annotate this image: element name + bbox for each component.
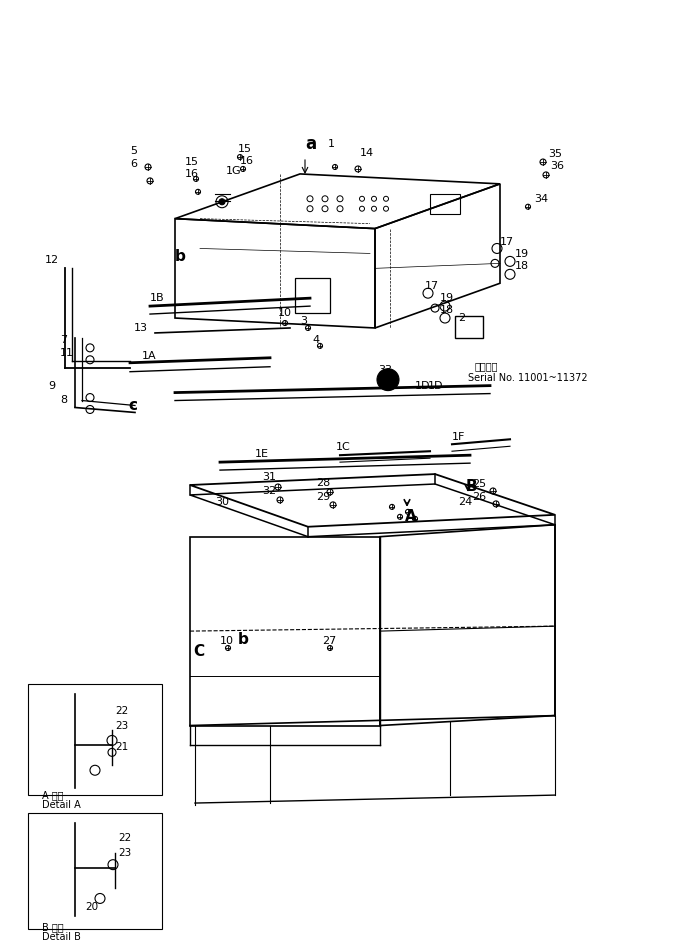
Circle shape [382, 374, 394, 385]
Text: B 詳細: B 詳細 [42, 922, 63, 933]
Text: 10: 10 [278, 308, 292, 318]
Text: 9: 9 [48, 381, 55, 391]
Text: 31: 31 [262, 472, 276, 482]
Text: 1B: 1B [150, 293, 164, 303]
Text: 12: 12 [45, 255, 59, 266]
Text: 18: 18 [440, 305, 454, 315]
Text: 1: 1 [328, 139, 335, 149]
Text: 通用号簿: 通用号簿 [475, 361, 499, 371]
Text: 28: 28 [316, 478, 330, 488]
Text: B: B [466, 479, 477, 495]
Text: 7: 7 [60, 335, 67, 345]
Text: 29: 29 [316, 492, 330, 502]
Text: 19: 19 [515, 250, 529, 259]
Text: 32: 32 [262, 486, 276, 496]
Circle shape [386, 378, 390, 382]
Text: 21: 21 [115, 742, 128, 753]
Bar [430, 194, 460, 214]
Text: 11: 11 [60, 348, 74, 358]
Text: 1F: 1F [452, 432, 465, 443]
Text: 13: 13 [134, 323, 148, 333]
Text: 25: 25 [472, 479, 486, 489]
Text: 1C: 1C [336, 442, 351, 452]
Text: 35: 35 [548, 149, 562, 159]
Text: 5: 5 [130, 146, 137, 156]
Text: 34: 34 [534, 194, 548, 203]
Text: b: b [238, 631, 249, 646]
Text: 4: 4 [312, 335, 319, 345]
Text: c: c [128, 398, 137, 413]
Text: Serial No. 11001~11372: Serial No. 11001~11372 [468, 373, 588, 382]
Text: 30: 30 [215, 497, 229, 507]
Text: A: A [405, 510, 417, 525]
Text: 23: 23 [118, 848, 131, 858]
Text: 3: 3 [300, 316, 307, 326]
Text: 1D: 1D [428, 381, 443, 391]
Text: 1E: 1E [255, 449, 269, 459]
Circle shape [219, 199, 225, 204]
Bar [455, 317, 483, 338]
Text: 1A: 1A [142, 350, 157, 361]
Text: 17: 17 [500, 236, 514, 247]
Text: 23: 23 [115, 721, 128, 731]
Text: 19: 19 [440, 293, 454, 303]
Text: 8: 8 [60, 395, 67, 404]
Text: 27: 27 [322, 636, 336, 646]
Text: 16: 16 [240, 156, 254, 166]
Text: 1G: 1G [226, 166, 241, 176]
Text: 33: 33 [378, 365, 392, 375]
Text: 36: 36 [550, 161, 564, 171]
Text: 6: 6 [130, 159, 137, 169]
Bar [295, 278, 330, 313]
Text: 15: 15 [185, 157, 199, 167]
Text: Detail B: Detail B [42, 933, 81, 942]
Text: 14: 14 [360, 148, 374, 158]
Text: A 詳細: A 詳細 [42, 790, 63, 800]
Text: 17: 17 [425, 282, 439, 291]
Text: C: C [193, 644, 204, 659]
Text: a: a [305, 135, 316, 154]
Text: 22: 22 [115, 706, 128, 716]
Text: 15: 15 [238, 144, 252, 154]
Text: 10: 10 [220, 636, 234, 646]
Text: 16: 16 [185, 169, 199, 179]
Text: 2: 2 [458, 313, 465, 323]
Text: 26: 26 [472, 492, 486, 502]
Text: 18: 18 [515, 261, 529, 271]
Text: 24: 24 [458, 497, 472, 507]
Circle shape [377, 368, 399, 391]
Text: 1D: 1D [415, 381, 430, 391]
Text: Detail A: Detail A [42, 800, 80, 810]
Text: b: b [175, 249, 186, 264]
Text: 20: 20 [85, 902, 98, 913]
Text: 22: 22 [118, 833, 131, 843]
